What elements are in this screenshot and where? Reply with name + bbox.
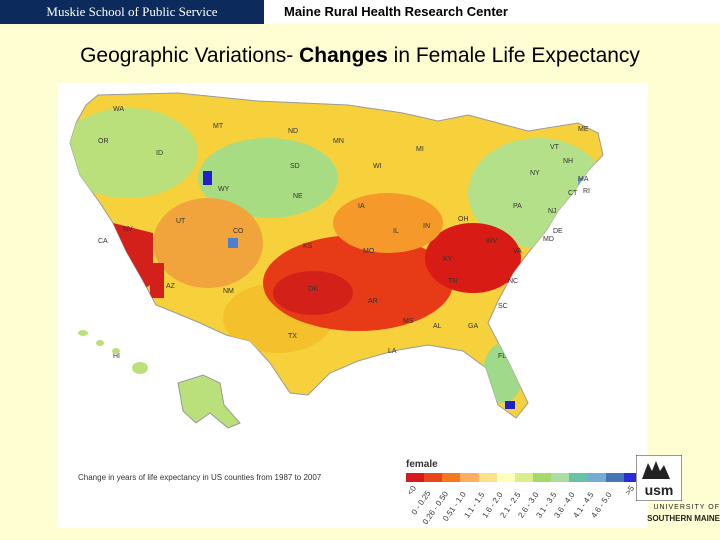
state-label-id: ID [156, 150, 163, 157]
legend-color-bar [406, 473, 643, 482]
state-label-ny: NY [530, 170, 540, 177]
usm-logo-icon: usm [636, 455, 682, 501]
state-label-wa: WA [113, 106, 124, 113]
state-label-la: LA [388, 348, 397, 355]
state-label-ms: MS [403, 318, 414, 325]
region-midwest [333, 193, 443, 253]
state-label-ky: KY [443, 256, 453, 263]
region-northwest [70, 108, 198, 198]
state-label-mn: MN [333, 138, 344, 145]
legend-swatch [605, 473, 624, 482]
usm-mark-text: usm [645, 482, 674, 498]
state-label-oh: OH [458, 216, 469, 223]
state-label-nj: NJ [548, 208, 557, 215]
nevada-red-block [113, 223, 153, 293]
state-label-mt: MT [213, 123, 224, 130]
header-right-banner: Maine Rural Health Research Center [264, 0, 720, 24]
legend-swatch [442, 473, 461, 482]
state-label-co: CO [233, 228, 244, 235]
state-label-ok: OK [308, 286, 318, 293]
state-label-de: DE [553, 228, 563, 235]
state-label-nh: NH [563, 158, 573, 165]
state-label-tx: TX [288, 333, 297, 340]
legend-title: female [406, 459, 438, 470]
state-label-ut: UT [176, 218, 186, 225]
arizona-red-strip [150, 263, 164, 298]
state-label-ma: MA [578, 176, 589, 183]
state-label-ct: CT [568, 190, 578, 197]
state-label-nc: NC [508, 278, 518, 285]
map-figure: WA OR ID MT ND MN WI MI ME VT NH NY MA CT RI PA NJ DE MD SD… [58, 83, 648, 528]
region-appalachia [425, 223, 521, 293]
state-label-nd: ND [288, 128, 298, 135]
state-label-mo: MO [363, 248, 375, 255]
arizona-blue-block [144, 308, 154, 320]
state-label-fl: FL [498, 353, 506, 360]
county-color-patches [70, 108, 603, 409]
state-label-va: VA [513, 248, 522, 255]
state-label-il: IL [393, 228, 399, 235]
state-label-wy: WY [218, 186, 230, 193]
legend-swatch [569, 473, 588, 482]
florida-blue-block [505, 401, 515, 409]
legend-swatch [478, 473, 497, 482]
legend-swatch [623, 473, 643, 482]
state-label-mi: MI [416, 146, 424, 153]
map-caption: Change in years of life expectancy in US… [78, 473, 322, 482]
legend-swatch [460, 473, 479, 482]
logo-maine-text: SOUTHERN MAINE [647, 514, 720, 523]
legend-swatch [514, 473, 534, 482]
state-label-tn: TN [448, 278, 457, 285]
state-label-nm: NM [223, 288, 234, 295]
legend-swatch [533, 473, 552, 482]
state-label-or: OR [98, 138, 109, 145]
state-label-hi: HI [113, 353, 120, 360]
state-label-wv: WV [486, 238, 498, 245]
state-label-ar: AR [368, 298, 378, 305]
hawaii [78, 330, 148, 374]
state-label-sd: SD [290, 163, 300, 170]
title-part-1: Geographic Variations- [80, 44, 300, 67]
logo-university-text: UNIVERSITY OF [653, 504, 720, 511]
state-label-pa: PA [513, 203, 522, 210]
state-label-me: ME [578, 126, 589, 133]
title-bold: Changes [299, 44, 388, 67]
colorado-blue-block [228, 238, 238, 248]
title-part-2: in Female Life Expectancy [387, 44, 640, 67]
state-label-ga: GA [468, 323, 478, 330]
state-label-ca: CA [98, 238, 108, 245]
legend-swatch [496, 473, 515, 482]
state-label-md: MD [543, 236, 554, 243]
state-label-in: IN [423, 223, 430, 230]
state-label-ks: KS [303, 243, 313, 250]
region-mountain [153, 198, 263, 288]
legend-swatch [551, 473, 570, 482]
state-label-nv: NV [123, 226, 133, 233]
legend-swatch [424, 473, 443, 482]
legend-label: <0 [405, 484, 419, 497]
state-label-ne: NE [293, 193, 303, 200]
legend-label: >5 [623, 484, 636, 497]
alaska [177, 374, 241, 429]
state-label-al: AL [433, 323, 442, 330]
header-left-banner: Muskie School of Public Service [0, 0, 264, 24]
region-plains [198, 138, 338, 218]
wyoming-blue-block [203, 171, 212, 185]
region-oklahoma [273, 271, 353, 315]
state-label-ia: IA [358, 203, 365, 210]
state-label-ri: RI [583, 188, 590, 195]
state-label-sc: SC [498, 303, 508, 310]
state-label-az: AZ [166, 283, 176, 290]
legend-labels: <0 0 - 0.25 0.26 - 0.50 0.51 - 1.0 1.1 - 1.5… [405, 484, 642, 526]
legend-swatch [406, 473, 425, 482]
slide-title: Geographic Variations- Changes in Female… [0, 44, 720, 68]
region-florida [483, 343, 523, 403]
state-label-wi: WI [373, 163, 382, 170]
legend-swatch [587, 473, 606, 482]
state-label-vt: VT [550, 144, 560, 151]
